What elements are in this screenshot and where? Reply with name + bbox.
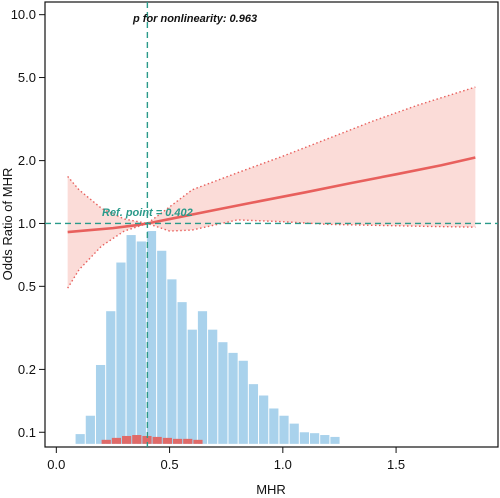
x-axis-title: MHR (256, 482, 286, 497)
histogram-layer (75, 231, 340, 444)
histogram-bar (106, 311, 116, 444)
event-bar (193, 439, 203, 444)
histogram-bar (299, 432, 310, 444)
histogram-bar (136, 241, 146, 444)
y-tick-label: 1.0 (18, 216, 36, 231)
histogram-bar (75, 434, 85, 444)
histogram-bar (177, 302, 187, 444)
x-tick-label: 1.0 (274, 457, 292, 472)
event-bar (101, 439, 111, 444)
histogram-bar (208, 329, 218, 444)
event-bar (111, 437, 122, 444)
x-axis: 0.0 0.5 1.0 1.5 (47, 447, 405, 472)
histogram-bar (85, 415, 95, 444)
event-bar (122, 435, 132, 444)
histogram-bar (310, 433, 320, 444)
odds-ratio-line-layer (67, 156, 476, 234)
x-tick-label: 0.5 (161, 457, 179, 472)
histogram-bar (248, 384, 259, 444)
histogram-bar (95, 364, 106, 444)
histogram-bar (218, 342, 228, 444)
y-tick-label: 0.2 (18, 362, 36, 377)
ci-upper-line (67, 86, 476, 225)
histogram-bar (228, 352, 238, 444)
histogram-bar (197, 311, 208, 444)
histogram-bar (187, 329, 197, 444)
plot-frame (44, 1, 499, 448)
x-tick-label: 0.0 (47, 457, 65, 472)
histogram-bar (167, 279, 177, 444)
y-axis: 0.1 0.2 0.5 1.0 2.0 5.0 10.0 (11, 7, 45, 440)
odds-ratio-line (67, 156, 476, 234)
event-bar (142, 435, 152, 444)
y-tick-label: 2.0 (18, 153, 36, 168)
x-tick-label: 1.5 (387, 457, 405, 472)
histogram-bar (126, 235, 136, 444)
event-bar (183, 438, 193, 444)
ci-band (67, 87, 476, 289)
reference-lines-layer (45, 2, 498, 447)
histogram-bar (320, 435, 330, 444)
histogram-bar (289, 423, 299, 444)
histogram-bar (146, 231, 157, 444)
histogram-bar (259, 395, 269, 444)
event-bar (162, 437, 172, 444)
y-tick-label: 0.1 (18, 425, 36, 440)
histogram-bar (116, 262, 126, 444)
histogram-bar (269, 408, 279, 444)
event-bar (152, 436, 162, 444)
y-axis-title: Odds Ratio of MHR (0, 168, 15, 281)
ci-lower-line (67, 219, 476, 289)
ref-point-annotation: Ref. point = 0.402 (102, 207, 193, 219)
plot-border (44, 1, 499, 448)
histogram-bar (330, 436, 340, 444)
y-tick-label: 10.0 (11, 7, 36, 22)
histogram-bar (238, 360, 248, 444)
y-tick-label: 5.0 (18, 70, 36, 85)
event-bar (132, 435, 142, 444)
nonlinearity-annotation: p for nonlinearity: 0.963 (132, 13, 257, 25)
event-bar (172, 438, 183, 444)
histogram-bar (157, 250, 167, 444)
histogram-bar (279, 415, 289, 444)
y-tick-label: 0.5 (18, 279, 36, 294)
confidence-band-layer (67, 86, 476, 289)
